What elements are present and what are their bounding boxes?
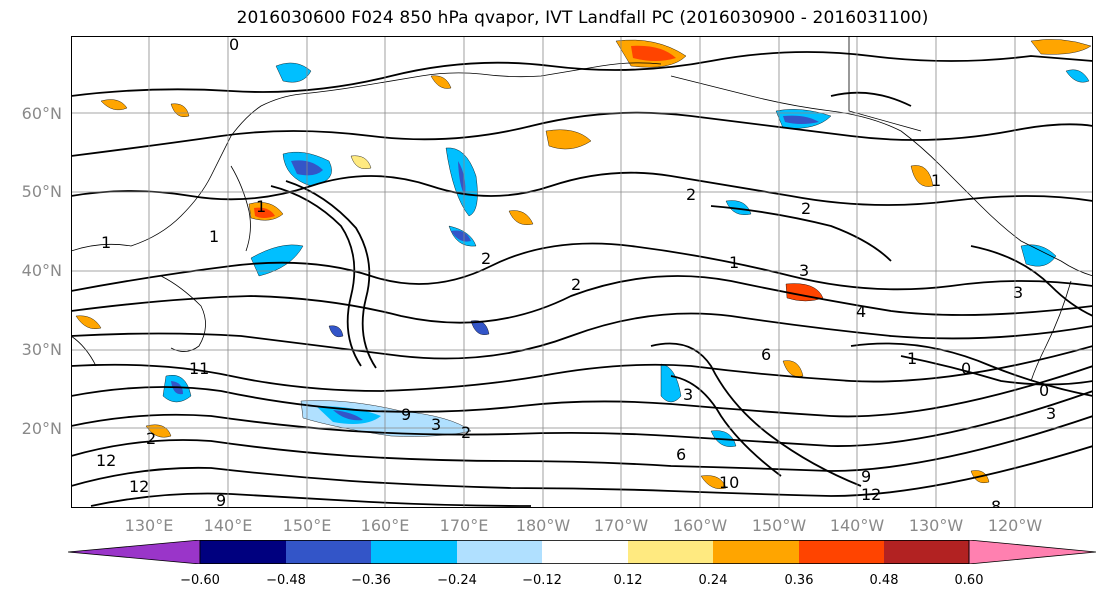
contour-label: 10 — [719, 473, 739, 492]
contour-label: 9 — [216, 491, 226, 508]
lon-label-140w: 140°W — [829, 516, 885, 535]
contour-label: 4 — [856, 302, 866, 321]
contour-label: 0 — [961, 359, 971, 378]
contour-label: 0 — [1039, 381, 1049, 400]
contour-label: 1 — [209, 227, 219, 246]
contour-label: 3 — [431, 415, 441, 434]
colorbar-segment — [542, 540, 628, 564]
coastlines — [71, 36, 1093, 382]
contour-label: 3 — [1013, 283, 1023, 302]
contour-label: 2 — [461, 423, 471, 442]
lat-label-20n: 20°N — [21, 419, 62, 438]
contour-label: 1 — [729, 253, 739, 272]
contour-label: 9 — [401, 405, 411, 424]
contour-label: 2 — [686, 185, 696, 204]
map-panel: 0 1 2 2 2 1 3 4 1 0 1 0 11 12 2 3 12 2 9… — [71, 36, 1093, 508]
contour-label: 1 — [907, 349, 917, 368]
contour-label: 2 — [146, 429, 156, 448]
colorbar-segment — [713, 540, 799, 564]
contour-label: 12 — [129, 477, 149, 496]
colorbar-segment — [884, 540, 969, 564]
map-canvas: 0 1 2 2 2 1 3 4 1 0 1 0 11 12 2 3 12 2 9… — [71, 36, 1093, 508]
colorbar-tick: 0.48 — [869, 573, 899, 588]
contour-label: 0 — [229, 36, 239, 54]
graticule — [71, 36, 1093, 508]
lat-label-60n: 60°N — [21, 104, 62, 123]
colorbar-upper-extension — [968, 540, 1096, 564]
contour-label: 11 — [189, 359, 209, 378]
contour-label: 8 — [991, 497, 1001, 508]
lat-label-50n: 50°N — [21, 182, 62, 201]
lon-label-170w: 170°W — [593, 516, 649, 535]
colorbar-segment — [799, 540, 884, 564]
colorbar-lower-extension — [68, 540, 201, 564]
contour-label: 6 — [761, 345, 771, 364]
contour-label: 6 — [676, 445, 686, 464]
colorbar — [68, 540, 1096, 564]
lon-label-160e: 160°E — [360, 516, 410, 535]
lon-label-120w: 120°W — [987, 516, 1043, 535]
colorbar-tick: −0.48 — [266, 573, 306, 588]
colorbar-segment — [628, 540, 713, 564]
lon-label-130w: 130°W — [908, 516, 964, 535]
colorbar-tick: 0.24 — [698, 573, 728, 588]
contour-label: 3 — [1046, 404, 1056, 423]
colorbar-tick: 0.12 — [613, 573, 643, 588]
contour-label: 2 — [571, 275, 581, 294]
colorbar-tick: −0.60 — [180, 573, 220, 588]
contour-label: 3 — [683, 385, 693, 404]
lon-label-150e: 150°E — [282, 516, 332, 535]
colorbar-tick: −0.36 — [351, 573, 391, 588]
colorbar-tick: 0.60 — [954, 573, 984, 588]
contour-label: 3 — [799, 261, 809, 280]
lon-label-180w: 180°W — [515, 516, 571, 535]
contour-label: 2 — [481, 249, 491, 268]
contour-lines — [71, 51, 1093, 507]
plot-title: 2016030600 F024 850 hPa qvapor, IVT Land… — [236, 8, 929, 28]
contour-label: 12 — [96, 451, 116, 470]
colorbar-tick: −0.24 — [437, 573, 477, 588]
contour-label: 12 — [861, 485, 881, 504]
colorbar-segment — [286, 540, 371, 564]
colorbar-tick: 0.36 — [784, 573, 814, 588]
colorbar-segment — [200, 540, 286, 564]
contour-label: 2 — [801, 199, 811, 218]
contour-label: 9 — [861, 467, 871, 486]
lon-label-130e: 130°E — [124, 516, 174, 535]
lat-label-30n: 30°N — [21, 340, 62, 359]
colorbar-segment — [457, 540, 542, 564]
lat-label-40n: 40°N — [21, 261, 62, 280]
lon-label-160w: 160°W — [672, 516, 728, 535]
lon-label-150w: 150°W — [751, 516, 807, 535]
contour-label: 1 — [101, 233, 111, 252]
contour-label: 1 — [256, 197, 266, 216]
colorbar-segment — [371, 540, 457, 564]
contour-label: 1 — [931, 171, 941, 190]
lon-label-170e: 170°E — [439, 516, 489, 535]
colorbar-tick: −0.12 — [522, 573, 562, 588]
lon-label-140e: 140°E — [203, 516, 253, 535]
